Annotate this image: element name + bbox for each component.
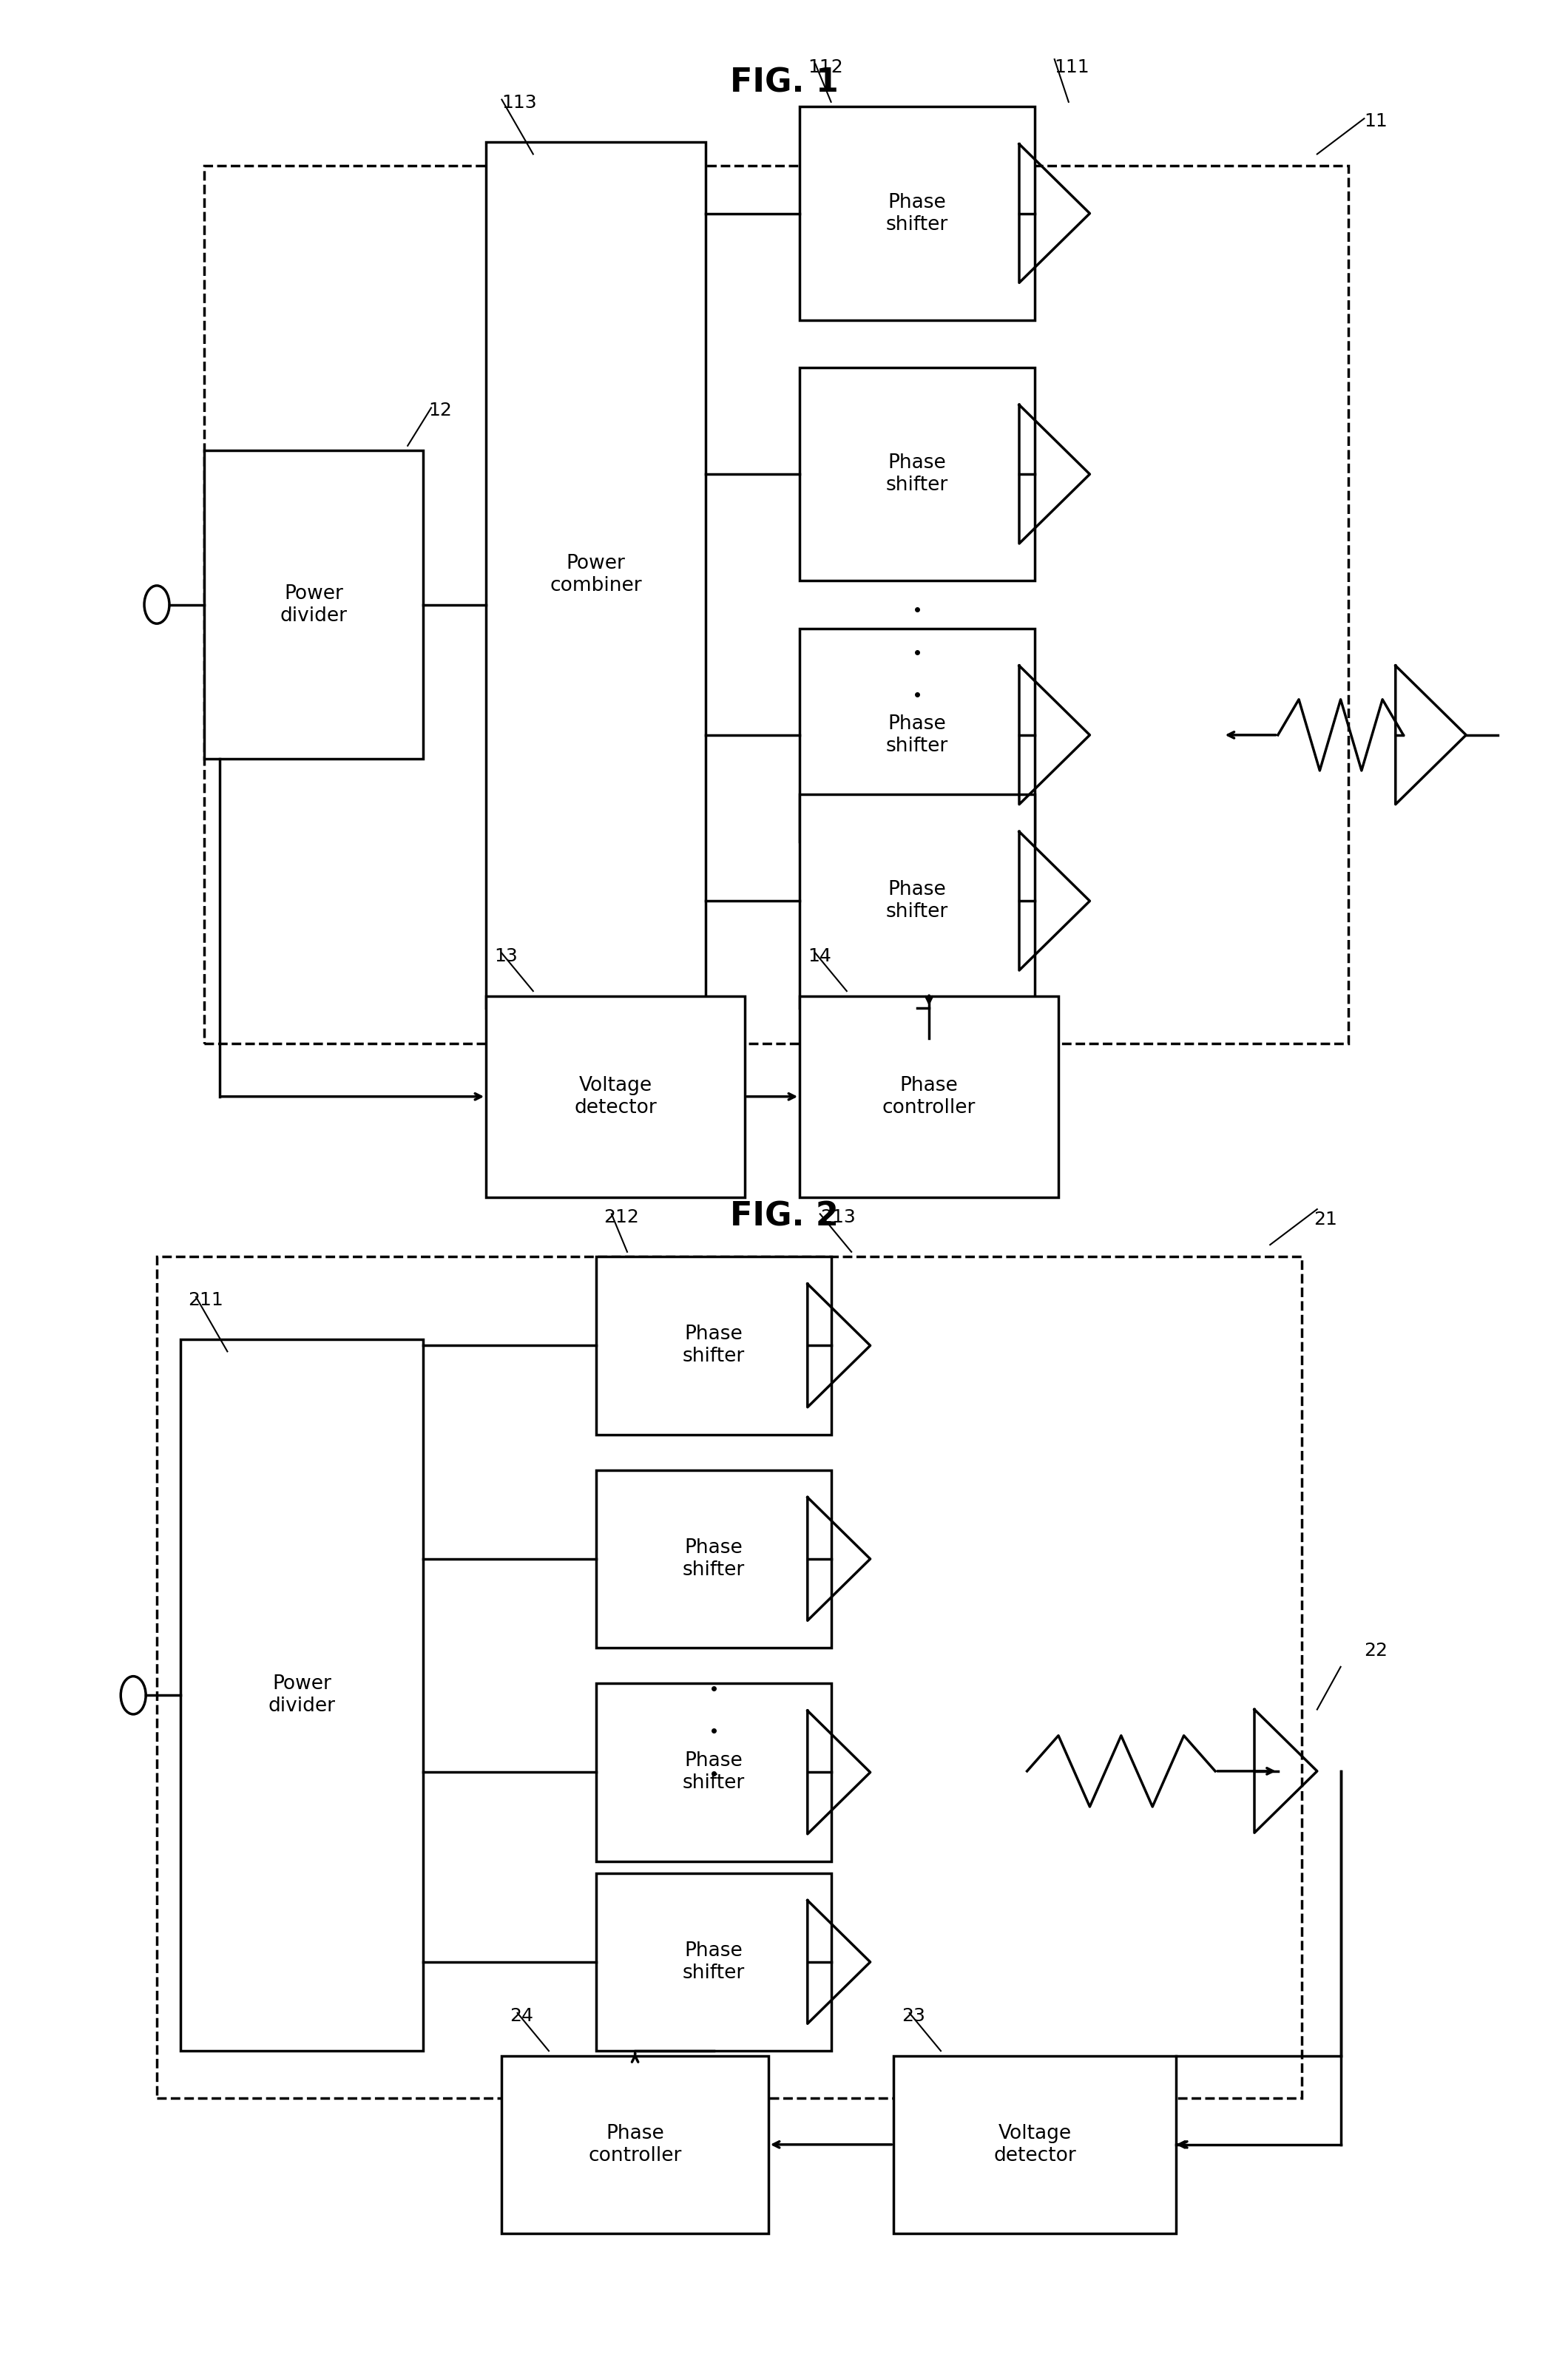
- Text: Phase
shifter: Phase shifter: [886, 192, 949, 235]
- Text: FIG. 2: FIG. 2: [729, 1200, 839, 1233]
- Text: Phase
shifter: Phase shifter: [886, 714, 949, 756]
- Bar: [596, 1257, 831, 1434]
- Text: 24: 24: [510, 2008, 533, 2025]
- Text: 113: 113: [502, 95, 536, 111]
- Text: Phase
controller: Phase controller: [588, 2124, 682, 2165]
- Text: Power
divider: Power divider: [268, 1674, 336, 1717]
- Bar: [800, 794, 1035, 1008]
- Text: 14: 14: [808, 948, 831, 965]
- Bar: [596, 1470, 831, 1648]
- Text: Phase
shifter: Phase shifter: [682, 1752, 745, 1792]
- Text: 12: 12: [428, 403, 452, 420]
- Bar: [180, 1340, 423, 2051]
- Bar: [800, 107, 1035, 320]
- Text: Phase
shifter: Phase shifter: [682, 1539, 745, 1579]
- Text: Phase
controller: Phase controller: [883, 1076, 975, 1117]
- Text: 22: 22: [1364, 1643, 1388, 1660]
- Bar: [596, 1683, 831, 1861]
- Text: Phase
shifter: Phase shifter: [682, 1325, 745, 1366]
- Text: Phase
shifter: Phase shifter: [682, 1942, 745, 1982]
- Bar: [894, 2056, 1176, 2233]
- Bar: [800, 996, 1058, 1197]
- Bar: [157, 1257, 1301, 2098]
- Text: FIG. 1: FIG. 1: [729, 66, 839, 100]
- Bar: [486, 142, 706, 1008]
- Text: 212: 212: [604, 1209, 640, 1226]
- Text: 23: 23: [902, 2008, 925, 2025]
- Bar: [204, 166, 1348, 1043]
- Bar: [486, 996, 745, 1197]
- Text: Phase
shifter: Phase shifter: [886, 453, 949, 496]
- Text: Power
combiner: Power combiner: [550, 555, 641, 595]
- Bar: [800, 628, 1035, 842]
- Text: 213: 213: [820, 1209, 856, 1226]
- Text: Voltage
detector: Voltage detector: [994, 2124, 1076, 2165]
- Text: 111: 111: [1054, 59, 1090, 76]
- Text: Voltage
detector: Voltage detector: [574, 1076, 657, 1117]
- Text: 21: 21: [1314, 1212, 1338, 1228]
- Text: 211: 211: [188, 1292, 224, 1309]
- Text: 13: 13: [494, 948, 517, 965]
- Bar: [596, 1873, 831, 2051]
- Text: Power
divider: Power divider: [281, 583, 347, 626]
- Text: 11: 11: [1364, 114, 1388, 130]
- Bar: [502, 2056, 768, 2233]
- Text: 112: 112: [808, 59, 844, 76]
- Bar: [204, 450, 423, 759]
- Text: Phase
shifter: Phase shifter: [886, 880, 949, 922]
- Bar: [800, 368, 1035, 581]
